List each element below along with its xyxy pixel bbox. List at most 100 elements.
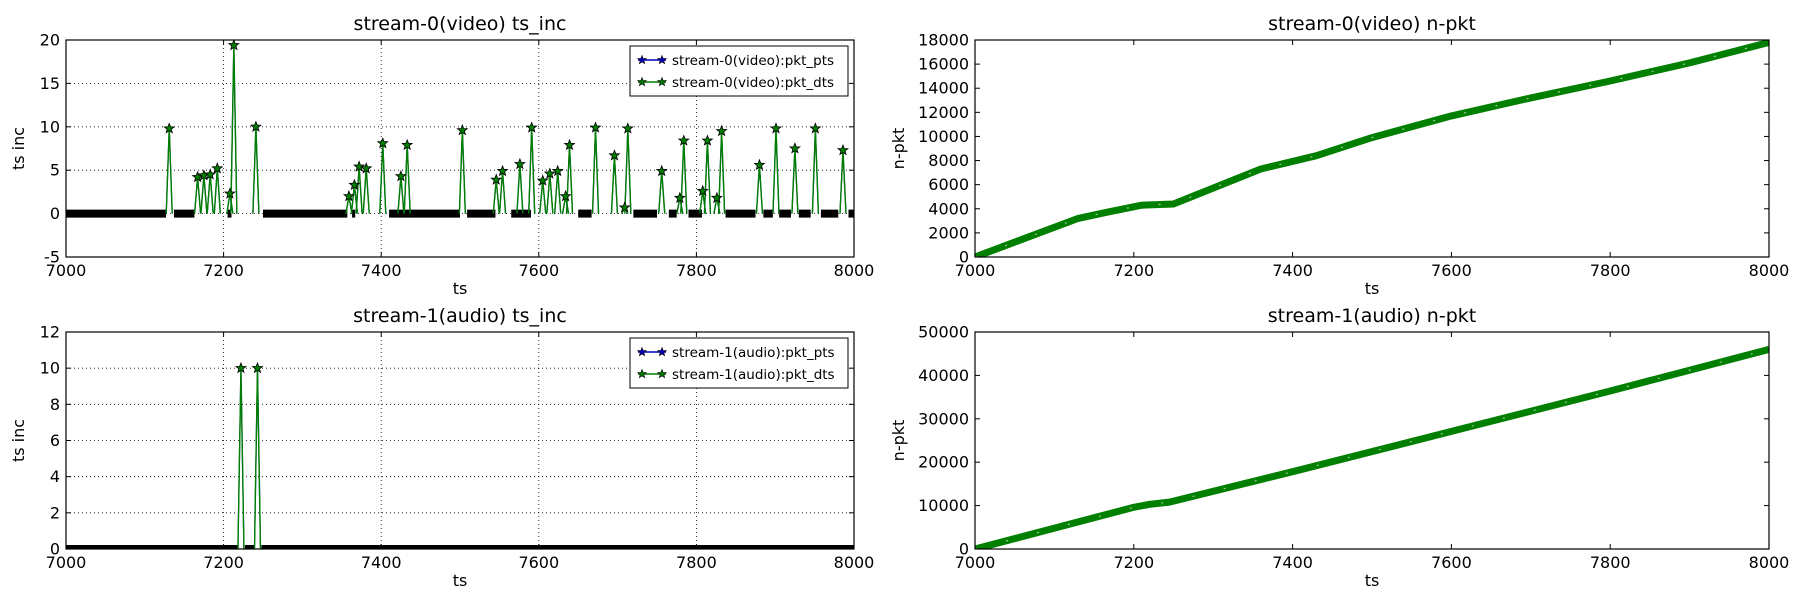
x-tick-label: 7000 — [955, 261, 996, 280]
y-tick-label: 10 — [40, 359, 60, 378]
y-tick-label: 6 — [50, 431, 60, 450]
chart-3: stream-1(audio) n-pkt 7000 7200 7400 7600 780… — [889, 305, 1789, 590]
dts-spike-line — [658, 171, 666, 214]
y-tick-label: 12000 — [918, 103, 969, 122]
dts-spike-line — [539, 180, 547, 214]
spike-marker — [251, 361, 264, 374]
x-tick-label: 7800 — [676, 261, 717, 280]
chart-title: stream-1(audio) n-pkt — [1268, 305, 1476, 327]
y-tick-label: 0 — [50, 204, 60, 223]
spike-marker — [401, 138, 414, 151]
x-tick-label: 7200 — [203, 261, 244, 280]
x-tick-label: 7000 — [46, 261, 87, 280]
x-axis-label: ts — [1365, 279, 1380, 298]
dts-spike-line — [703, 140, 712, 214]
dts-spike-line — [230, 45, 238, 214]
dts-spike-line — [237, 368, 245, 549]
y-tick-label: 30000 — [918, 409, 969, 428]
dts-spike-line — [610, 155, 619, 214]
plot-area — [975, 346, 1769, 549]
dts-spike-line — [362, 168, 370, 214]
x-tick-label: 7800 — [1590, 261, 1631, 280]
dts-spike-line — [397, 176, 405, 214]
npkt-line — [975, 346, 1769, 549]
y-tick-label: 14000 — [918, 79, 969, 98]
y-tick-label: 8000 — [928, 151, 969, 170]
legend-marker — [656, 368, 668, 379]
y-tick-label: 50000 — [918, 323, 969, 342]
spike-marker — [543, 167, 556, 179]
chart-title: stream-1(audio) ts_inc — [353, 305, 567, 327]
legend-marker — [656, 54, 668, 65]
spike-marker — [618, 201, 631, 213]
legend-label: stream-1(audio):pkt_dts — [672, 367, 835, 383]
legend-marker — [656, 346, 668, 357]
x-tick-label: 7600 — [1431, 553, 1472, 572]
x-tick-label: 8000 — [1749, 553, 1790, 572]
y-tick-label: 4000 — [928, 199, 969, 218]
spike-marker — [456, 123, 469, 136]
y-tick-label: 4 — [50, 467, 60, 486]
spike-marker — [753, 158, 766, 171]
x-tick-label: 7600 — [518, 553, 559, 572]
spike-marker — [342, 189, 355, 202]
y-tick-label: 2000 — [928, 223, 969, 242]
dts-spike-line — [379, 143, 387, 214]
dts-spike-line — [403, 144, 411, 214]
spike-marker — [376, 136, 389, 149]
legend-box — [629, 45, 849, 97]
y-tick-label: 0 — [50, 540, 60, 559]
y-axis-label: n-pkt — [889, 420, 908, 462]
x-tick-label: 7000 — [955, 553, 996, 572]
spike-marker — [809, 122, 822, 134]
y-tick-label: -5 — [44, 248, 60, 267]
spike-marker — [513, 157, 526, 170]
legend: stream-0(video):pkt_pts stream-0(video):p… — [629, 45, 849, 97]
spike-marker — [223, 187, 236, 199]
spike-marker — [394, 169, 407, 182]
spike-marker — [551, 164, 564, 177]
spike-marker — [163, 122, 176, 134]
dts-spike-line — [554, 171, 562, 214]
legend-box — [629, 337, 849, 389]
axes-frame — [974, 331, 1770, 550]
plot-area — [975, 40, 1769, 257]
dts-spike-line — [458, 130, 467, 214]
y-tick-label: 2 — [50, 503, 60, 522]
spike-marker — [677, 134, 690, 146]
plot-area — [66, 361, 854, 549]
spike-marker — [360, 162, 373, 174]
chart-1: stream-0(video) n-pkt 7000 7200 7400 7600 780… — [889, 13, 1789, 298]
plot-area — [66, 40, 854, 218]
legend-marker — [636, 368, 648, 379]
dts-spike-line — [200, 175, 208, 214]
y-tick-label: 12 — [40, 323, 60, 342]
y-tick-label: 6000 — [928, 175, 969, 194]
dts-spike-line — [680, 140, 688, 214]
y-tick-label: 0 — [959, 248, 969, 267]
y-axis-label: n-pkt — [889, 128, 908, 170]
spike-marker — [788, 142, 801, 154]
spike-marker — [673, 191, 686, 204]
y-axis-label: ts inc — [9, 127, 28, 170]
y-axis-label: ts inc — [9, 419, 28, 462]
spike-marker — [589, 121, 602, 133]
spike-marker — [353, 160, 366, 172]
spike-marker — [836, 143, 849, 156]
x-tick-label: 7400 — [1272, 261, 1313, 280]
y-tick-label: 8 — [50, 395, 60, 414]
x-tick-label: 8000 — [834, 553, 875, 572]
dts-spike-line — [772, 128, 780, 214]
y-tick-label: 5 — [50, 161, 60, 180]
y-tick-label: 40000 — [918, 366, 969, 385]
x-tick-label: 8000 — [834, 261, 875, 280]
legend-label: stream-0(video):pkt_pts — [672, 53, 834, 69]
spike-marker — [559, 189, 572, 202]
x-axis-label: ts — [453, 571, 468, 590]
dts-spike-line — [565, 144, 574, 214]
dts-spike-line — [591, 127, 600, 214]
x-tick-label: 7600 — [1431, 261, 1472, 280]
spike-marker — [211, 162, 224, 174]
dts-spike-line — [193, 177, 202, 214]
